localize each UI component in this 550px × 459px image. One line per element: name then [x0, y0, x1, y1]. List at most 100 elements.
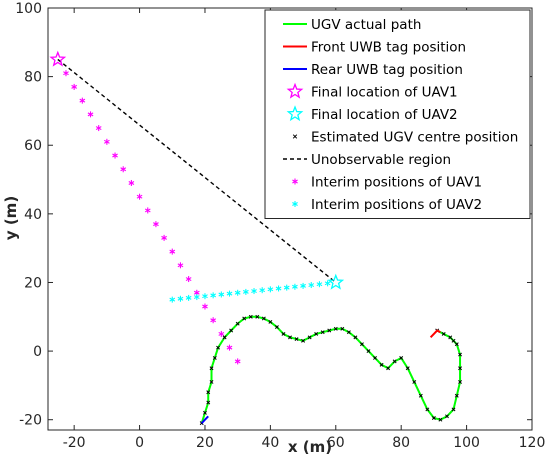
- point-estimated-ugv-centre-position-stroke: [307, 335, 312, 340]
- legend-swatch-asterisk-stroke: [292, 202, 298, 206]
- plot-frame: [47, 7, 533, 431]
- legend-label: Interim positions of UAV2: [311, 197, 482, 213]
- point-estimated-ugv-centre-position-stroke: [209, 380, 214, 384]
- y-tick-label: -20: [19, 413, 42, 429]
- point-estimated-ugv-centre-position: [206, 390, 211, 395]
- point-estimated-ugv-centre-position-stroke: [359, 342, 364, 347]
- point-interim-positions-of-uav2: [202, 293, 208, 300]
- point-interim-positions-of-uav2-stroke: [300, 283, 306, 288]
- legend-entry-unobservable-region: Unobservable region: [283, 152, 451, 168]
- point-estimated-ugv-centre-position: [206, 400, 211, 405]
- point-estimated-ugv-centre-position: [445, 414, 449, 419]
- point-interim-positions-of-uav2-stroke: [308, 283, 315, 288]
- point-estimated-ugv-centre-position-stroke: [216, 345, 221, 350]
- point-estimated-ugv-centre-position: [209, 380, 214, 384]
- point-estimated-ugv-centre-position: [458, 366, 463, 371]
- point-interim-positions-of-uav2: [169, 296, 176, 303]
- point-estimated-ugv-centre-position: [333, 326, 338, 331]
- x-axis-label: x (m): [288, 438, 332, 456]
- point-interim-positions-of-uav1-stroke: [218, 331, 225, 336]
- series-front-uwb-tag-position: [429, 329, 441, 339]
- point-estimated-ugv-centre-position: [222, 335, 227, 340]
- point-estimated-ugv-centre-position-stroke: [314, 331, 319, 336]
- axes-layer: -20 0 20 40 60 80 100 120 -20 0 20 40 60 80 100: [15, 1, 545, 451]
- legend-label: Front UWB tag position: [311, 40, 466, 56]
- x-tick-label: -20: [63, 435, 86, 451]
- point-interim-positions-of-uav2-stroke: [218, 292, 225, 297]
- point-estimated-ugv-centre-position-stroke: [458, 366, 463, 371]
- point-interim-positions-of-uav1: [144, 207, 151, 214]
- point-estimated-ugv-centre-position: [373, 355, 377, 360]
- point-interim-positions-of-uav1: [202, 303, 208, 310]
- point-interim-positions-of-uav1-stroke: [120, 167, 127, 172]
- y-tick-label: 40: [24, 207, 42, 223]
- x-tick-label: 40: [261, 435, 279, 451]
- point-estimated-ugv-centre-position-stroke: [333, 326, 338, 331]
- point-estimated-ugv-centre-position: [327, 328, 332, 333]
- point-estimated-ugv-centre-position-stroke: [274, 325, 279, 330]
- point-interim-positions-of-uav2-stroke: [251, 289, 257, 294]
- point-estimated-ugv-centre-position-stroke: [425, 407, 430, 412]
- series-unobservable-region: [57, 58, 337, 284]
- x-tick-label: 120: [519, 435, 546, 451]
- point-estimated-ugv-centre-position: [438, 417, 443, 422]
- point-estimated-ugv-centre-position-stroke: [373, 355, 377, 360]
- point-estimated-ugv-centre-position-stroke: [229, 328, 234, 333]
- point-estimated-ugv-centre-position-stroke: [294, 337, 299, 342]
- point-interim-positions-of-uav2: [226, 290, 233, 297]
- series-line-unobservable-region: [57, 58, 337, 284]
- star-final-location-of-uav1: [49, 50, 67, 67]
- point-estimated-ugv-centre-position: [203, 410, 207, 415]
- point-estimated-ugv-centre-position: [454, 393, 459, 398]
- point-estimated-ugv-centre-position: [425, 407, 430, 412]
- point-interim-positions-of-uav1: [112, 152, 118, 159]
- point-interim-positions-of-uav1: [71, 83, 78, 90]
- legend-swatch-star: [286, 105, 304, 122]
- point-estimated-ugv-centre-position: [392, 359, 397, 364]
- point-estimated-ugv-centre-position-stroke: [418, 393, 423, 398]
- point-interim-positions-of-uav1-stroke: [136, 194, 143, 199]
- point-estimated-ugv-centre-position-stroke: [353, 335, 358, 340]
- point-estimated-ugv-centre-position-stroke: [445, 414, 449, 419]
- legend-entry-ugv-actual-path: UGV actual path: [283, 17, 421, 33]
- point-estimated-ugv-centre-position-stroke: [242, 316, 247, 321]
- point-estimated-ugv-centre-position: [405, 366, 410, 371]
- series-ugv-actual-path: [200, 315, 462, 424]
- point-estimated-ugv-centre-position: [458, 352, 463, 357]
- point-interim-positions-of-uav1-stroke: [226, 345, 233, 350]
- point-interim-positions-of-uav1: [87, 111, 94, 118]
- point-interim-positions-of-uav1-stroke: [71, 84, 78, 89]
- point-interim-positions-of-uav2-stroke: [202, 294, 208, 299]
- point-interim-positions-of-uav1: [185, 276, 192, 283]
- y-tick-label: 100: [15, 1, 42, 17]
- legend: UGV actual path Front UWB tag position Rea…: [264, 9, 531, 219]
- legend-entry-interim-positions-of-uav2: Interim positions of UAV2: [292, 197, 482, 213]
- point-interim-positions-of-uav1: [177, 262, 184, 269]
- point-interim-positions-of-uav2-stroke: [210, 293, 217, 298]
- legend-label: Rear UWB tag position: [311, 62, 463, 78]
- point-estimated-ugv-centre-position-stroke: [448, 335, 453, 340]
- x-tick-label: 0: [135, 435, 144, 451]
- legend-swatch-asterisk: [292, 178, 298, 185]
- point-estimated-ugv-centre-position-stroke: [386, 366, 391, 371]
- point-estimated-ugv-centre-position: [399, 355, 404, 360]
- point-estimated-ugv-centre-position: [209, 366, 214, 371]
- legend-entry-estimated-ugv-centre-position: Estimated UGV centre position: [292, 130, 518, 146]
- point-interim-positions-of-uav1: [136, 193, 143, 200]
- point-interim-positions-of-uav1-stroke: [103, 139, 110, 144]
- point-estimated-ugv-centre-position: [274, 325, 279, 330]
- point-interim-positions-of-uav2: [185, 294, 192, 301]
- point-interim-positions-of-uav2: [177, 295, 184, 302]
- point-estimated-ugv-centre-position-stroke: [206, 390, 211, 395]
- point-interim-positions-of-uav2: [324, 280, 331, 287]
- point-estimated-ugv-centre-position-stroke: [320, 330, 325, 335]
- legend-swatch-asterisk-stroke: [292, 179, 298, 184]
- point-estimated-ugv-centre-position-stroke: [458, 380, 463, 384]
- point-estimated-ugv-centre-position-stroke: [412, 380, 417, 384]
- point-interim-positions-of-uav1: [128, 179, 135, 186]
- series-line-rear-uwb-tag-position: [200, 415, 209, 424]
- point-estimated-ugv-centre-position-stroke: [458, 352, 463, 357]
- point-estimated-ugv-centre-position: [281, 331, 286, 336]
- data-layer: [49, 50, 463, 426]
